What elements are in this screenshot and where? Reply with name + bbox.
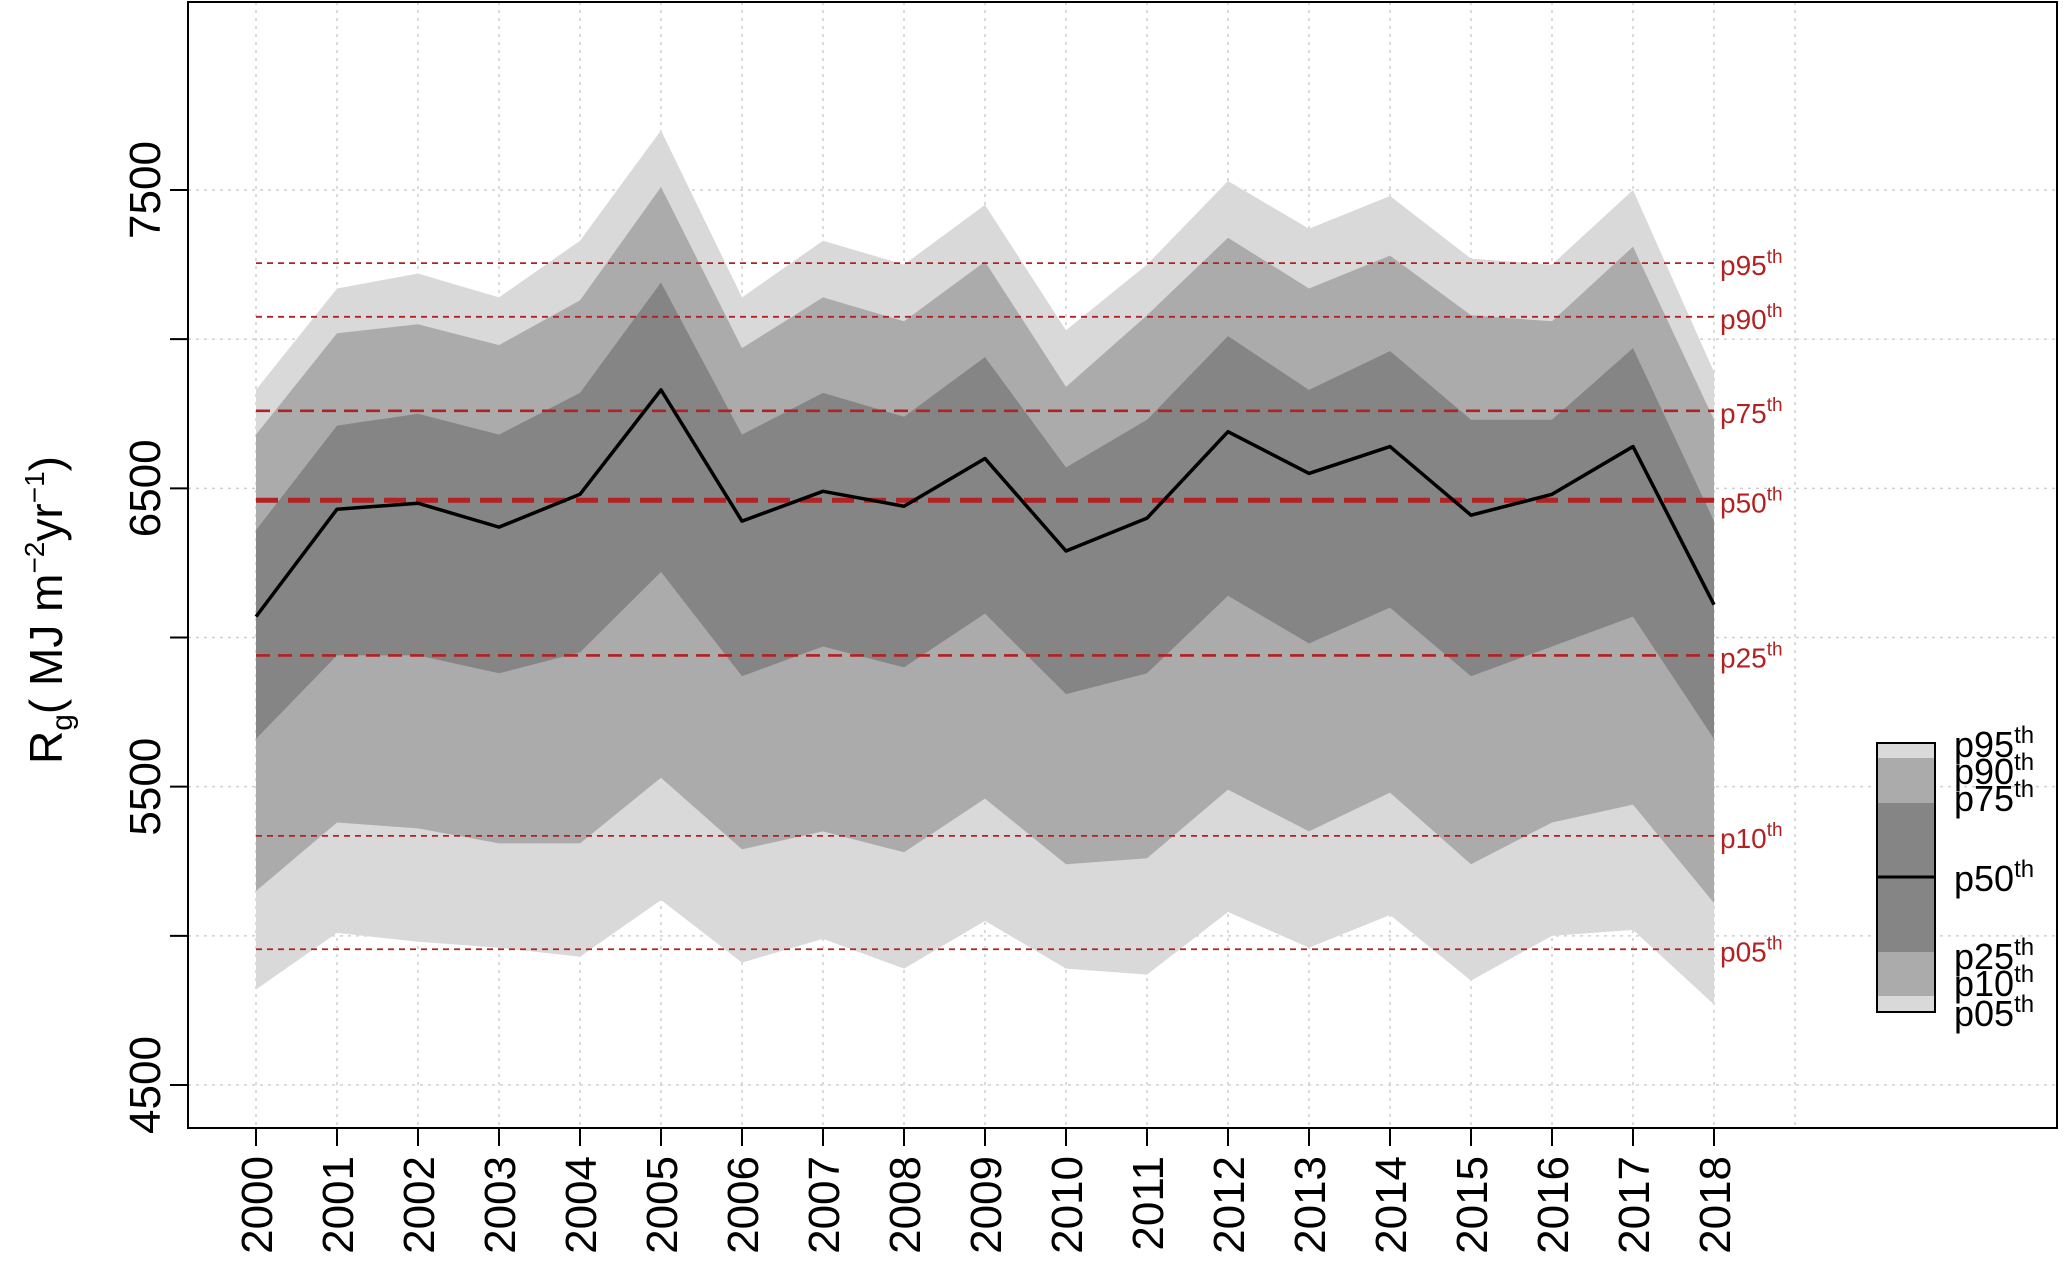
x-tick-label: 2001 xyxy=(314,1156,363,1254)
x-tick-label: 2012 xyxy=(1205,1156,1254,1254)
band-p25-p75 xyxy=(256,282,1714,739)
legend-swatch xyxy=(1877,952,1935,996)
reference-label-p10: p10th xyxy=(1720,820,1783,854)
x-tick-label: 2007 xyxy=(800,1156,849,1254)
x-tick-label: 2014 xyxy=(1367,1156,1416,1254)
x-tick-label: 2003 xyxy=(476,1156,525,1254)
x-tick-label: 2005 xyxy=(638,1156,687,1254)
y-tick-label: 4500 xyxy=(121,1036,170,1134)
x-tick-label: 2002 xyxy=(395,1156,444,1254)
legend-swatch xyxy=(1877,743,1935,758)
median-series xyxy=(254,388,1716,618)
x-axis: 2000 2001 2002 2003 2004 2005 2006 2007 2008 2009… xyxy=(233,1128,1740,1254)
y-tick-label: 7500 xyxy=(121,141,170,239)
reference-label-p05: p05th xyxy=(1720,933,1783,967)
legend-label-p90: p90th xyxy=(1954,749,2034,792)
legend-swatch xyxy=(1877,996,1935,1012)
legend-label-p95: p95th xyxy=(1954,722,2034,765)
x-tick-label: 2010 xyxy=(1043,1156,1092,1254)
x-tick-label: 2008 xyxy=(881,1156,930,1254)
reference-label-p75: p75th xyxy=(1720,395,1783,429)
legend-label-p25: p25th xyxy=(1954,934,2034,977)
reference-label-p25: p25th xyxy=(1720,639,1783,673)
percentile-bands xyxy=(256,130,1714,1005)
y-tick-label: 5500 xyxy=(121,738,170,836)
legend-label-p75: p75th xyxy=(1954,776,2034,819)
x-tick-label: 2000 xyxy=(233,1156,282,1254)
x-tick-label: 2017 xyxy=(1610,1156,1659,1254)
median-line xyxy=(254,388,1716,618)
x-tick-label: 2013 xyxy=(1286,1156,1335,1254)
y-tick-label: 6500 xyxy=(121,439,170,537)
x-tick-label: 2009 xyxy=(962,1156,1011,1254)
y-axis: 4500 5500 6500 7500 xyxy=(121,141,188,1134)
plot-frame xyxy=(187,1,2058,1129)
reference-label-p95: p95th xyxy=(1720,247,1783,281)
legend-label-p05: p05th xyxy=(1954,991,2034,1034)
legend-label-p10: p10th xyxy=(1954,961,2034,1004)
reference-lines: p95th p90th p75th p50th p25th p10th p05th xyxy=(256,247,1783,967)
x-tick-label: 2011 xyxy=(1124,1156,1173,1251)
reference-label-p50: p50th xyxy=(1720,484,1783,518)
legend-swatch xyxy=(1877,758,1935,803)
reference-label-p90: p90th xyxy=(1720,301,1783,335)
x-tick-label: 2018 xyxy=(1691,1156,1740,1254)
y-axis-label: Rg( MJ m−2yr−1) xyxy=(19,456,79,764)
legend-label-p50: p50th xyxy=(1954,856,2034,899)
x-tick-label: 2006 xyxy=(719,1156,768,1254)
x-tick-label: 2004 xyxy=(557,1156,606,1254)
x-tick-label: 2015 xyxy=(1448,1156,1497,1254)
x-tick-label: 2016 xyxy=(1529,1156,1578,1254)
